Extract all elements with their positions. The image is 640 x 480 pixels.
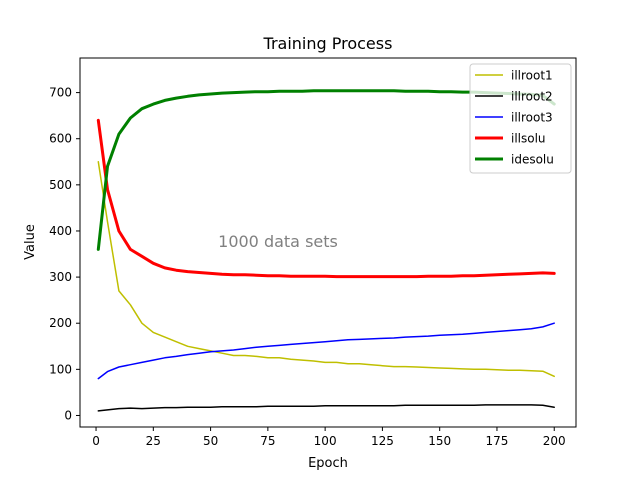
series-line-illroot1 <box>97 161 555 378</box>
x-axis-label: Epoch <box>308 456 348 471</box>
x-tick-label: 125 <box>371 434 394 448</box>
y-tick-label: 600 <box>49 132 72 146</box>
legend-label-illroot2: illroot2 <box>511 90 553 104</box>
y-tick-label: 700 <box>49 86 72 100</box>
legend-label-illroot1: illroot1 <box>511 69 553 83</box>
y-axis-label: Value <box>23 224 38 260</box>
x-tick-label: 50 <box>203 434 218 448</box>
y-axis: 0 100 200 300 400 500 600 700 <box>49 86 80 422</box>
legend: illroot1 illroot2 illroot3 illsolu idesolu <box>469 63 572 174</box>
x-tick-label: 200 <box>543 434 566 448</box>
axes-frame <box>79 57 577 428</box>
series-line-illroot2 <box>97 404 555 412</box>
x-tick-label: 175 <box>486 434 509 448</box>
y-tick-label: 300 <box>49 270 72 284</box>
x-tick-label: 25 <box>146 434 161 448</box>
series-line-illsolu <box>96 118 556 279</box>
chart-title: Training Process <box>263 34 393 53</box>
y-tick-label: 200 <box>49 316 72 330</box>
y-tick-label: 0 <box>64 408 72 422</box>
x-axis: 0 25 50 75 100 125 150 175 200 <box>92 427 566 448</box>
series-line-illroot3 <box>97 322 555 380</box>
y-tick-label: 100 <box>49 362 72 376</box>
y-tick-label: 400 <box>49 224 72 238</box>
legend-label-idesolu: idesolu <box>511 153 554 167</box>
x-tick-label: 75 <box>260 434 275 448</box>
y-tick-label: 500 <box>49 178 72 192</box>
legend-box <box>469 63 572 174</box>
x-tick-label: 0 <box>92 434 100 448</box>
legend-label-illsolu: illsolu <box>511 132 546 146</box>
x-tick-label: 150 <box>428 434 451 448</box>
legend-label-illroot3: illroot3 <box>511 111 553 125</box>
annotation-text: 1000 data sets <box>218 232 338 251</box>
x-tick-label: 100 <box>314 434 337 448</box>
